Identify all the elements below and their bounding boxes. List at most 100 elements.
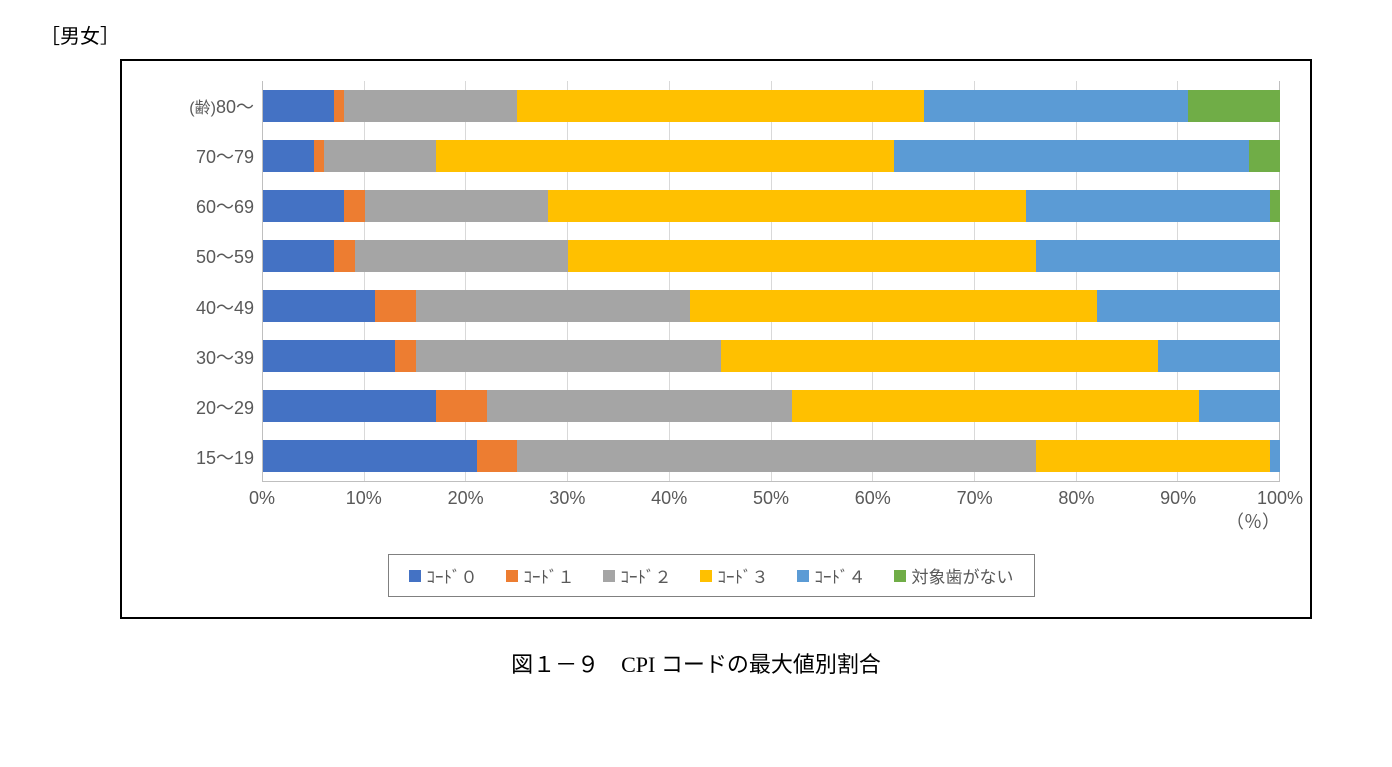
bar-segment — [1270, 440, 1280, 472]
bar-row — [263, 181, 1280, 231]
legend-label: ｺｰﾄﾞ１ — [524, 563, 575, 588]
x-axis: 0%10%20%30%40%50%60%70%80%90%100% — [262, 482, 1280, 512]
bar-row — [263, 431, 1280, 481]
bar-segment — [894, 140, 1250, 172]
legend-item: ｺｰﾄﾞ１ — [506, 563, 575, 588]
bar-segment — [263, 290, 375, 322]
bar-segment — [263, 90, 334, 122]
bar-segment — [263, 440, 477, 472]
bar-segment — [1036, 440, 1270, 472]
y-axis-label: 15～19 — [142, 432, 254, 482]
bar-segment — [314, 140, 324, 172]
legend-swatch — [797, 570, 809, 582]
bar-segment — [477, 440, 518, 472]
bar-row — [263, 231, 1280, 281]
stacked-bar — [263, 390, 1280, 422]
bars-stack — [263, 81, 1280, 481]
bar-segment — [263, 190, 344, 222]
bar-row — [263, 81, 1280, 131]
y-axis-prefix: (齢) — [189, 94, 216, 118]
bar-segment — [690, 290, 1097, 322]
bar-segment — [365, 190, 548, 222]
legend-item: ｺｰﾄﾞ０ — [409, 563, 478, 588]
bar-segment — [344, 90, 517, 122]
bar-segment — [1036, 240, 1280, 272]
x-tick-label: 50% — [753, 488, 789, 509]
bar-segment — [436, 140, 894, 172]
x-tick-label: 70% — [957, 488, 993, 509]
bar-segment — [517, 440, 1036, 472]
bar-segment — [263, 390, 436, 422]
plot-area: (齢)80～ 70～79 60～69 50～59 40～49 30～39 20～29 15～1… — [142, 81, 1280, 482]
bar-segment — [1097, 290, 1280, 322]
section-label: ［男女］ — [40, 20, 1352, 49]
bars-container — [262, 81, 1280, 482]
legend-swatch — [409, 570, 421, 582]
bar-segment — [1158, 340, 1280, 372]
legend-label: ｺｰﾄﾞ２ — [621, 563, 672, 588]
bar-segment — [263, 140, 314, 172]
x-tick-label: 0% — [249, 488, 275, 509]
bar-segment — [517, 90, 924, 122]
stacked-bar — [263, 440, 1280, 472]
bar-segment — [568, 240, 1036, 272]
bar-segment — [924, 90, 1188, 122]
legend-swatch — [603, 570, 615, 582]
legend-item: ｺｰﾄﾞ２ — [603, 563, 672, 588]
x-tick-label: 80% — [1058, 488, 1094, 509]
bar-segment — [324, 140, 436, 172]
y-axis-label: 50～59 — [142, 231, 254, 281]
y-category-text: 60～69 — [196, 193, 254, 219]
bar-segment — [792, 390, 1199, 422]
x-tick-label: 30% — [549, 488, 585, 509]
legend-swatch — [506, 570, 518, 582]
x-tick-label: 60% — [855, 488, 891, 509]
bar-segment — [416, 290, 691, 322]
bar-segment — [334, 90, 344, 122]
stacked-bar — [263, 240, 1280, 272]
x-tick-label: 10% — [346, 488, 382, 509]
x-tick-label: 90% — [1160, 488, 1196, 509]
y-category-text: 15～19 — [196, 444, 254, 470]
y-axis-label: 30～39 — [142, 332, 254, 382]
stacked-bar — [263, 140, 1280, 172]
legend-swatch — [700, 570, 712, 582]
bar-segment — [436, 390, 487, 422]
bar-segment — [334, 240, 354, 272]
legend-swatch — [894, 570, 906, 582]
legend-label: ｺｰﾄﾞ０ — [427, 563, 478, 588]
legend-label: ｺｰﾄﾞ４ — [815, 563, 866, 588]
chart-frame: (齢)80～ 70～79 60～69 50～59 40～49 30～39 20～29 15～1… — [120, 59, 1312, 619]
bar-segment — [416, 340, 721, 372]
y-category-text: 40～49 — [196, 294, 254, 320]
y-category-text: 50～59 — [196, 243, 254, 269]
legend-item: 対象歯がない — [894, 563, 1014, 588]
y-axis-label: 40～49 — [142, 282, 254, 332]
bar-row — [263, 381, 1280, 431]
y-axis-labels: (齢)80～ 70～79 60～69 50～59 40～49 30～39 20～29 15～1… — [142, 81, 262, 482]
stacked-bar — [263, 340, 1280, 372]
y-axis-label: 60～69 — [142, 181, 254, 231]
legend-item: ｺｰﾄﾞ３ — [700, 563, 769, 588]
y-category-text: 70～79 — [196, 143, 254, 169]
bar-segment — [263, 340, 395, 372]
bar-segment — [721, 340, 1158, 372]
bar-segment — [395, 340, 415, 372]
stacked-bar — [263, 90, 1280, 122]
bar-segment — [548, 190, 1026, 222]
y-axis-label: 20～29 — [142, 382, 254, 432]
bar-row — [263, 331, 1280, 381]
bar-segment — [1026, 190, 1270, 222]
y-category-text: 20～29 — [196, 394, 254, 420]
legend-label: 対象歯がない — [912, 563, 1014, 588]
y-axis-label: 70～79 — [142, 131, 254, 181]
x-tick-label: 100% — [1257, 488, 1303, 509]
x-tick-label: 40% — [651, 488, 687, 509]
legend: ｺｰﾄﾞ０ ｺｰﾄﾞ１ ｺｰﾄﾞ２ ｺｰﾄﾞ３ ｺｰﾄﾞ４ 対象歯がない — [388, 554, 1035, 597]
y-category-text: 80～ — [216, 93, 254, 119]
stacked-bar — [263, 290, 1280, 322]
bar-segment — [344, 190, 364, 222]
legend-label: ｺｰﾄﾞ３ — [718, 563, 769, 588]
figure-caption: 図１－９ CPI コードの最大値別割合 — [40, 647, 1352, 679]
bar-segment — [375, 290, 416, 322]
